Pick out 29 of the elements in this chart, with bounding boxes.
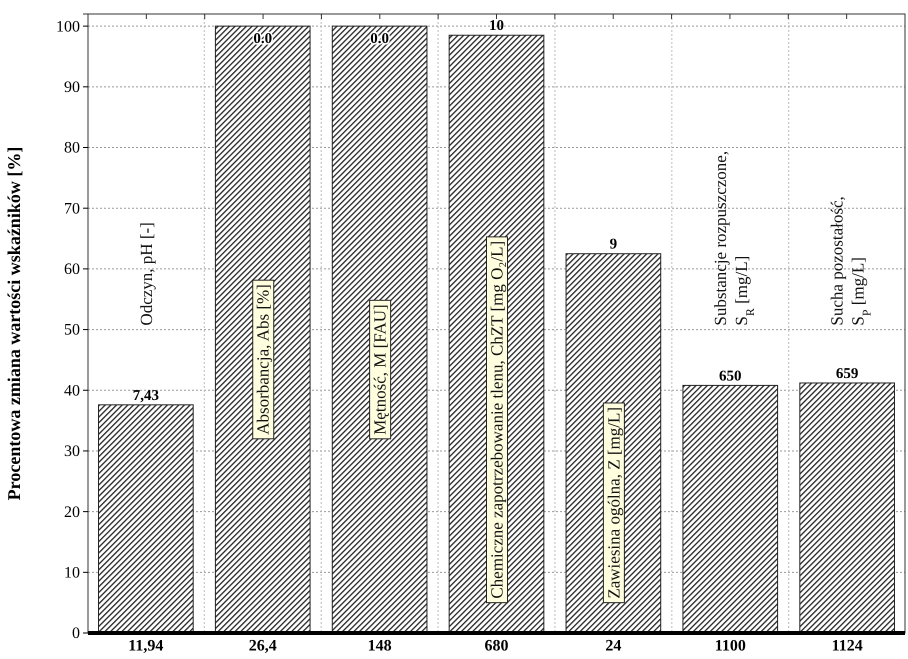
y-tick-label: 80 [64,140,80,157]
x-tick-label: 26,4 [248,637,277,654]
annotation: 659 [836,366,858,382]
annotation: Zawiesina ogólna, Z [mg/L] [604,406,624,599]
annotation: 9 [610,236,618,253]
y-tick-label: 10 [64,564,80,582]
x-tick-label: 680 [484,637,508,654]
x-tick-label: 24 [605,637,622,654]
y-tick-label: 60 [64,261,80,278]
annotation: 7,43 [132,388,159,404]
y-axis-title: Procentowa zmiana wartości wskaźników [%] [4,146,24,500]
y-tick-label: 50 [64,322,80,339]
y-tick-label: 30 [64,443,80,460]
x-tick-label: 1100 [714,637,746,654]
y-tick-label: 40 [64,382,80,400]
annotation: 650 [719,368,742,384]
annotation: 10 [489,18,504,34]
annotation: Mętność, M [FAU] [370,304,390,435]
y-tick-label: 100 [56,18,80,36]
x-tick-label: 1124 [832,637,863,654]
x-tick-label: 148 [368,637,392,654]
annotation: Absorbancja, Abs [%] [254,284,273,435]
y-tick-label: 0 [72,625,80,642]
y-tick-label: 70 [64,200,80,218]
annotation: Odczyn, pH [-] [136,222,156,326]
annotation: Chemiczne zapotrzebowanie tlenu, ChZT [mg O₂/L] [488,240,506,599]
x-tick-label: 11,94 [128,637,164,654]
y-tick-label: 90 [64,78,80,96]
y-tick-label: 20 [64,504,80,521]
